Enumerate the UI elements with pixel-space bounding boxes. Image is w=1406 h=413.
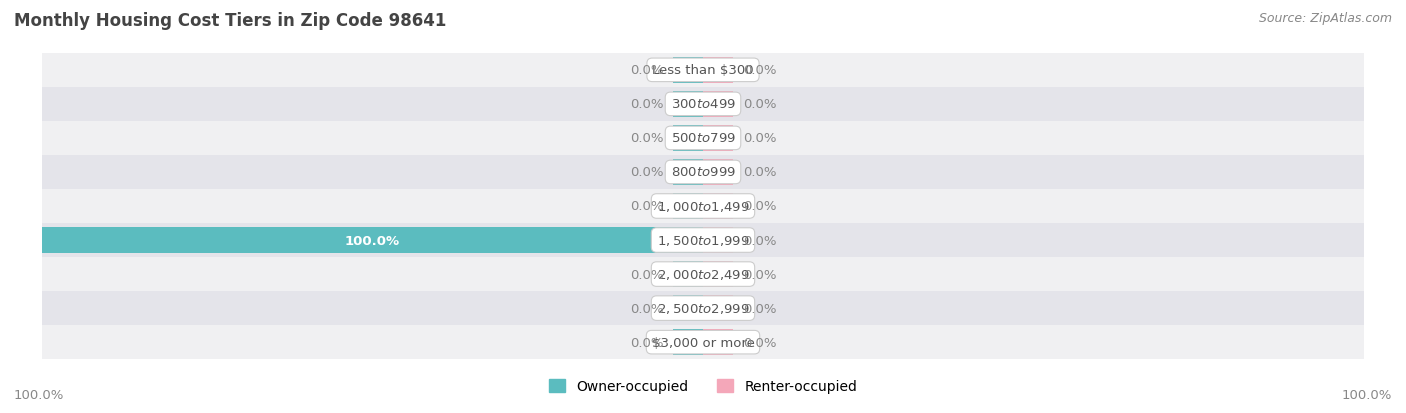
Text: 0.0%: 0.0%: [742, 98, 776, 111]
Bar: [42, 223, 1364, 257]
Bar: [42, 325, 1364, 359]
Text: 0.0%: 0.0%: [630, 302, 664, 315]
Bar: [42, 228, 703, 253]
Text: 0.0%: 0.0%: [630, 166, 664, 179]
Text: 0.0%: 0.0%: [630, 268, 664, 281]
Text: $800 to $999: $800 to $999: [671, 166, 735, 179]
Bar: [703, 262, 733, 287]
Bar: [703, 58, 733, 83]
Text: 100.0%: 100.0%: [14, 388, 65, 401]
Text: 0.0%: 0.0%: [742, 336, 776, 349]
Bar: [42, 88, 1364, 121]
Bar: [673, 126, 703, 151]
Bar: [42, 54, 1364, 88]
Bar: [673, 92, 703, 117]
Bar: [673, 58, 703, 83]
Bar: [42, 121, 1364, 156]
Bar: [703, 228, 733, 253]
Bar: [703, 330, 733, 355]
Text: 0.0%: 0.0%: [742, 302, 776, 315]
Text: 0.0%: 0.0%: [742, 132, 776, 145]
Text: 0.0%: 0.0%: [742, 200, 776, 213]
Text: $1,000 to $1,499: $1,000 to $1,499: [657, 199, 749, 214]
Text: 0.0%: 0.0%: [630, 98, 664, 111]
Bar: [673, 160, 703, 185]
Text: $2,000 to $2,499: $2,000 to $2,499: [657, 268, 749, 281]
Text: $1,500 to $1,999: $1,500 to $1,999: [657, 233, 749, 247]
Bar: [703, 92, 733, 117]
Text: 0.0%: 0.0%: [630, 64, 664, 77]
Bar: [42, 292, 1364, 325]
Bar: [673, 330, 703, 355]
Text: 0.0%: 0.0%: [742, 234, 776, 247]
Legend: Owner-occupied, Renter-occupied: Owner-occupied, Renter-occupied: [543, 374, 863, 399]
Text: Source: ZipAtlas.com: Source: ZipAtlas.com: [1258, 12, 1392, 25]
Text: $2,500 to $2,999: $2,500 to $2,999: [657, 301, 749, 316]
Text: 0.0%: 0.0%: [630, 200, 664, 213]
Text: $3,000 or more: $3,000 or more: [651, 336, 755, 349]
Bar: [42, 190, 1364, 223]
Text: 100.0%: 100.0%: [344, 234, 401, 247]
Text: Less than $300: Less than $300: [652, 64, 754, 77]
Text: 0.0%: 0.0%: [742, 268, 776, 281]
Bar: [42, 156, 1364, 190]
Bar: [42, 257, 1364, 292]
Bar: [703, 296, 733, 321]
Bar: [673, 194, 703, 219]
Bar: [673, 296, 703, 321]
Text: 0.0%: 0.0%: [742, 64, 776, 77]
Text: 100.0%: 100.0%: [1341, 388, 1392, 401]
Text: 0.0%: 0.0%: [630, 132, 664, 145]
Text: $300 to $499: $300 to $499: [671, 98, 735, 111]
Text: 0.0%: 0.0%: [742, 166, 776, 179]
Text: $500 to $799: $500 to $799: [671, 132, 735, 145]
Bar: [703, 194, 733, 219]
Bar: [703, 160, 733, 185]
Text: Monthly Housing Cost Tiers in Zip Code 98641: Monthly Housing Cost Tiers in Zip Code 9…: [14, 12, 447, 30]
Bar: [703, 126, 733, 151]
Bar: [673, 262, 703, 287]
Text: 0.0%: 0.0%: [630, 336, 664, 349]
